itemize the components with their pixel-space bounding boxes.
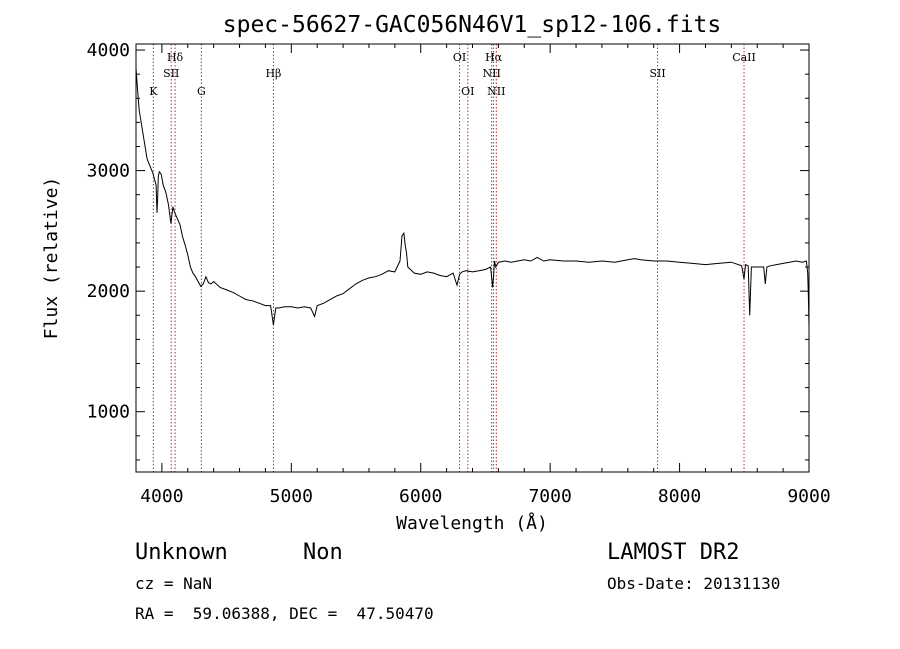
y-axis: 1000 2000 3000 4000 — [87, 40, 809, 461]
cz-value: cz = NaN — [135, 574, 212, 593]
obs-date: Obs-Date: 20131130 — [607, 574, 780, 593]
plot-frame — [135, 43, 810, 473]
y-axis-label: Flux (relative) — [41, 177, 62, 340]
x-tick-label: 5000 — [270, 486, 313, 507]
y-tick-label: 1000 — [87, 402, 130, 423]
x-tick-label: 6000 — [399, 486, 442, 507]
line-marker-label: K — [149, 85, 158, 98]
survey-name: LAMOST DR2 — [607, 540, 739, 565]
line-marker-label: OI — [453, 51, 466, 64]
line-marker-label: G — [197, 85, 206, 98]
line-marker-label: NII — [482, 67, 500, 80]
line-marker-label: Hβ — [265, 67, 281, 80]
coordinates: RA = 59.06388, DEC = 47.50470 — [135, 604, 434, 623]
line-marker-label: OI — [461, 85, 474, 98]
line-marker-label: Hα — [485, 51, 503, 64]
x-axis: 4000 5000 6000 7000 8000 9000 — [135, 44, 831, 507]
line-marker-label: SII — [649, 67, 665, 80]
spectrum-series — [135, 68, 810, 328]
spectrum-line — [135, 68, 810, 328]
y-tick-label: 2000 — [87, 281, 130, 302]
x-axis-label: Wavelength (Å) — [396, 512, 548, 534]
line-marker-label: NII — [487, 85, 505, 98]
object-subclass: Non — [303, 540, 343, 565]
y-tick-label: 4000 — [87, 40, 130, 61]
object-class: Unknown — [135, 540, 228, 565]
x-tick-label: 8000 — [658, 486, 701, 507]
line-markers: K Hδ SII G Hβ OI OI Hα NII NII SII CaII — [149, 44, 756, 472]
x-tick-label: 9000 — [787, 486, 830, 507]
x-tick-label: 4000 — [140, 486, 183, 507]
y-tick-label: 3000 — [87, 161, 130, 182]
line-marker-label: CaII — [732, 51, 756, 64]
x-tick-label: 7000 — [528, 486, 571, 507]
chart-title: spec-56627-GAC056N46V1_sp12-106.fits — [223, 12, 722, 38]
line-marker-label: Hδ — [167, 51, 184, 64]
line-marker-label: SII — [163, 67, 179, 80]
